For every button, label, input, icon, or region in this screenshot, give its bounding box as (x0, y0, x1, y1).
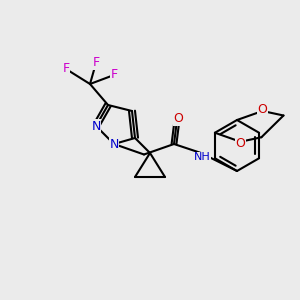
Text: NH: NH (194, 152, 211, 163)
Text: N: N (109, 137, 119, 151)
Text: O: O (236, 137, 245, 150)
Text: O: O (258, 103, 267, 116)
Text: F: F (62, 62, 70, 76)
Text: F: F (92, 56, 100, 70)
Text: N: N (91, 119, 101, 133)
Text: O: O (174, 112, 183, 125)
Text: F: F (110, 68, 118, 82)
